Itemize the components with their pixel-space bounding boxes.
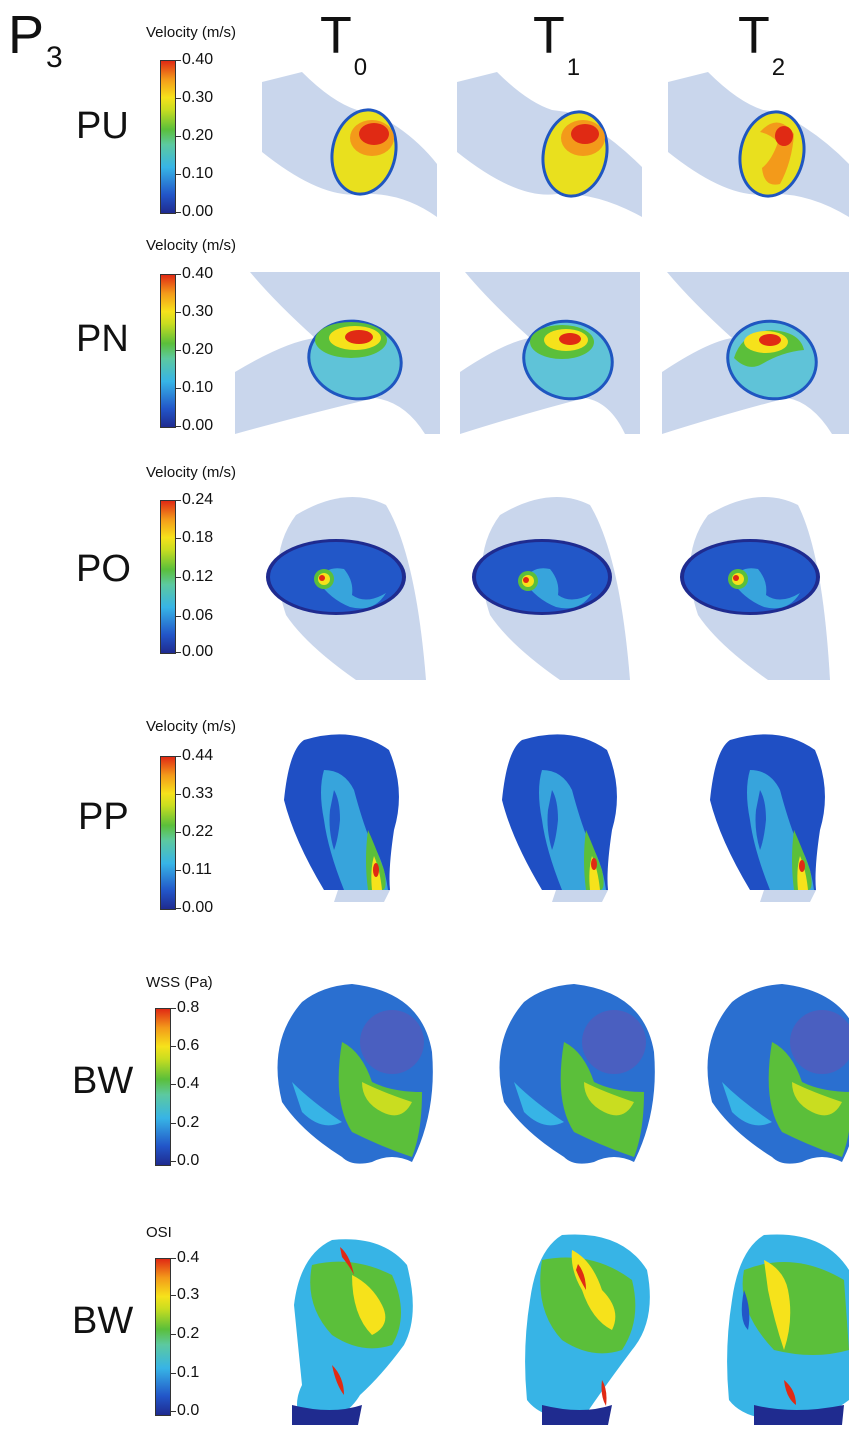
column-letter: T	[533, 7, 565, 65]
pu-t2-image	[668, 72, 849, 217]
colorbar-title: OSI	[146, 1224, 172, 1241]
colorbar-gradient	[160, 60, 176, 214]
colorbar-tick: 0.00	[175, 899, 214, 916]
colorbar-tick: 0.0	[170, 1152, 200, 1169]
colorbar-gradient	[160, 500, 176, 654]
column-sub: 1	[566, 54, 581, 81]
colorbar-tick: 0.33	[175, 785, 214, 802]
po-t1-image	[472, 497, 630, 680]
colorbar-title: Velocity (m/s)	[146, 237, 237, 254]
colorbar-title: Velocity (m/s)	[146, 718, 237, 735]
row-label-po: PO	[76, 548, 131, 590]
colorbar-tick: 0.18	[175, 529, 214, 546]
colorbar-tick: 0.24	[175, 491, 214, 508]
colorbar-tick: 0.30	[175, 89, 214, 106]
bw-wss-t0-image	[277, 984, 433, 1164]
row-label-pu: PU	[76, 105, 129, 147]
pu-t0-image	[262, 72, 437, 217]
bw-wss-t2-image	[707, 984, 849, 1164]
colorbar-title: WSS (Pa)	[146, 974, 213, 991]
row-label-bw-osi: BW	[72, 1300, 134, 1342]
colorbar-tick: 0.00	[175, 203, 214, 220]
column-heading-t1: T1	[533, 10, 580, 80]
column-sub: 0	[353, 54, 368, 81]
colorbar-tick: 0.3	[170, 1286, 200, 1303]
bw-osi-t0-image	[292, 1239, 413, 1425]
bw-osi-t2-image	[727, 1234, 849, 1425]
colorbar-tick: 0.0	[170, 1402, 200, 1419]
pp-t2-image	[710, 734, 825, 902]
colorbar-gradient	[160, 274, 176, 428]
patient-sub: 3	[46, 41, 63, 74]
pn-t0-image	[235, 272, 440, 434]
column-heading-t0: T0	[320, 10, 367, 80]
colorbar-tick: 0.20	[175, 341, 214, 358]
column-letter: T	[738, 7, 770, 65]
colorbar-tick: 0.00	[175, 417, 214, 434]
row-label-pp: PP	[78, 796, 129, 838]
row-label-bw-wss: BW	[72, 1060, 134, 1102]
column-sub: 2	[771, 54, 786, 81]
colorbar-tick: 0.4	[170, 1249, 200, 1266]
colorbar-gradient	[155, 1008, 171, 1166]
colorbar-tick: 0.6	[170, 1037, 200, 1054]
pn-t1-image	[460, 272, 640, 434]
colorbar-tick: 0.44	[175, 747, 214, 764]
bw-osi-t1-image	[525, 1234, 650, 1425]
pp-t1-image	[502, 734, 617, 902]
bw-wss-t1-image	[499, 984, 655, 1164]
colorbar-tick: 0.06	[175, 607, 214, 624]
patient-letter: P	[8, 5, 45, 65]
colorbar-tick: 0.30	[175, 303, 214, 320]
colorbar-tick: 0.11	[176, 861, 212, 878]
colorbar-tick: 0.4	[170, 1075, 200, 1092]
colorbar-tick: 0.2	[170, 1114, 200, 1131]
column-letter: T	[320, 7, 352, 65]
column-heading-t2: T2	[738, 10, 785, 80]
colorbar-tick: 0.10	[175, 379, 214, 396]
pp-t0-image	[284, 734, 399, 902]
colorbar-tick: 0.40	[175, 265, 214, 282]
colorbar-tick: 0.10	[175, 165, 214, 182]
colorbar-tick: 0.20	[175, 127, 214, 144]
colorbar-title: Velocity (m/s)	[146, 24, 237, 41]
colorbar-tick: 0.8	[170, 999, 200, 1016]
colorbar-tick: 0.12	[175, 568, 214, 585]
colorbar-gradient	[155, 1258, 171, 1416]
po-t2-image	[680, 497, 830, 680]
colorbar-tick: 0.22	[175, 823, 214, 840]
pn-t2-image	[662, 272, 849, 434]
colorbar-tick: 0.1	[170, 1364, 200, 1381]
colorbar-gradient	[160, 756, 176, 910]
colorbar-tick: 0.00	[175, 643, 214, 660]
colorbar-tick: 0.40	[175, 51, 214, 68]
pu-t1-image	[457, 72, 642, 217]
colorbar-title: Velocity (m/s)	[146, 464, 237, 481]
po-t0-image	[266, 497, 426, 680]
row-label-pn: PN	[76, 318, 129, 360]
patient-label: P3	[8, 8, 63, 73]
colorbar-tick: 0.2	[170, 1325, 200, 1342]
